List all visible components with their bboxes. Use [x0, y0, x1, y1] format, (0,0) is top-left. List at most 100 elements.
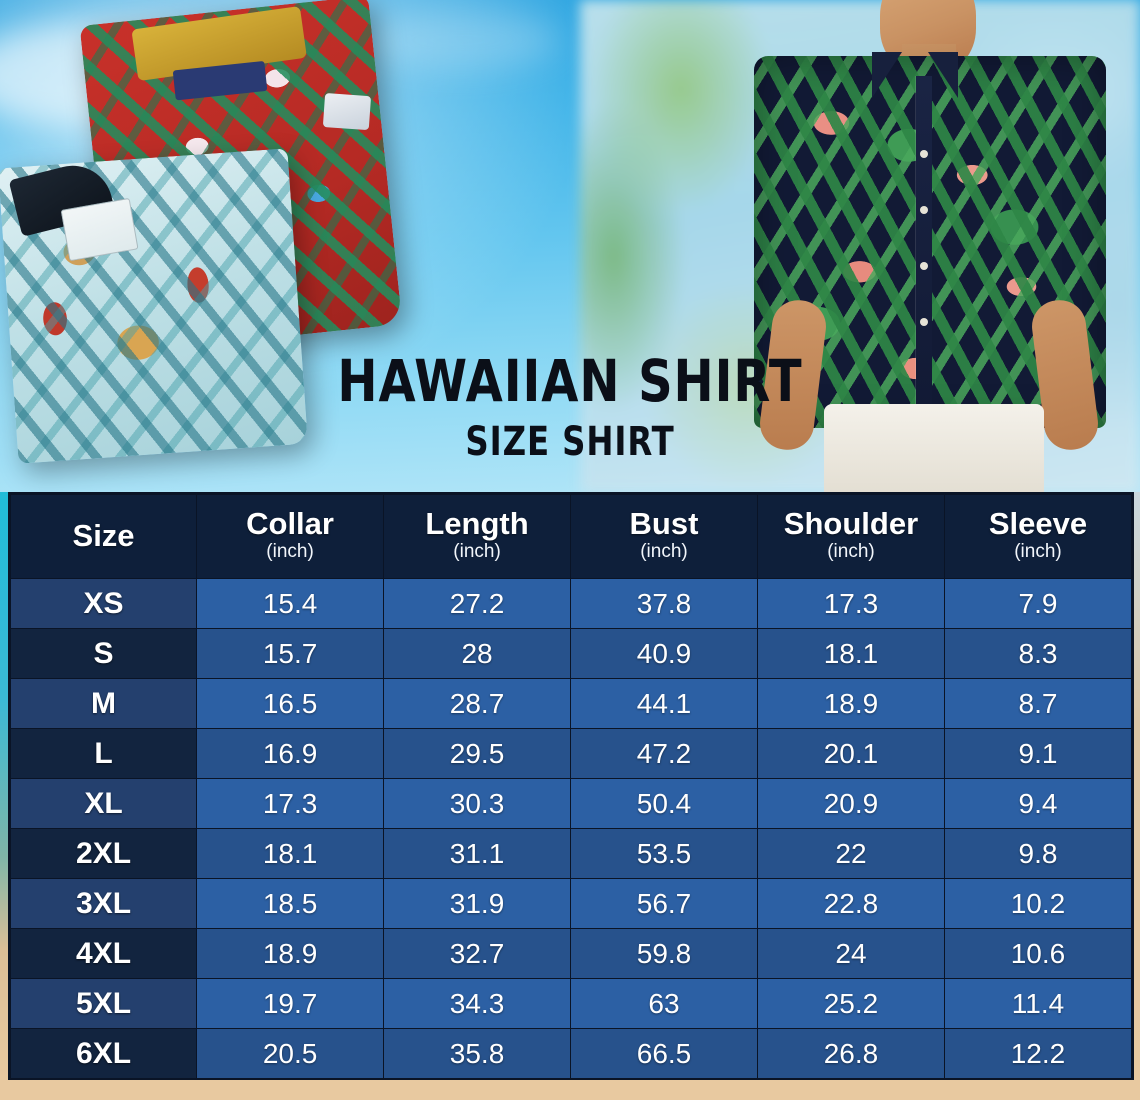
cell-size: 6XL — [9, 1028, 198, 1079]
cell-length: 34.3 — [383, 978, 572, 1029]
cell-sleeve: 7.9 — [943, 578, 1133, 629]
column-header-length-unit: (inch) — [453, 541, 501, 563]
cell-collar: 16.9 — [196, 728, 385, 779]
table-row: 6XL 20.5 35.8 66.5 26.8 12.2 — [9, 1028, 1133, 1079]
cell-bust: 37.8 — [570, 578, 758, 629]
cell-bust: 63 — [570, 978, 758, 1029]
table-body: XS 15.4 27.2 37.8 17.3 7.9 S 15.7 28 40.9 18.1 8.3 M… — [9, 578, 1133, 1079]
cell-size: L — [9, 728, 198, 779]
folded-teal-hawaiian-shirt-image — [0, 148, 308, 464]
cell-size: 4XL — [9, 928, 198, 979]
cell-bust: 66.5 — [570, 1028, 758, 1079]
cell-shoulder: 18.1 — [756, 628, 945, 679]
cell-collar: 18.9 — [196, 928, 385, 979]
column-header-shoulder-label: Shoulder — [783, 505, 919, 541]
column-header-size: Size — [9, 494, 198, 579]
cell-shoulder: 18.9 — [756, 678, 945, 729]
cell-collar: 18.1 — [196, 828, 385, 879]
cell-collar: 19.7 — [196, 978, 385, 1029]
shirt-button — [920, 206, 928, 214]
cell-sleeve: 8.7 — [943, 678, 1133, 729]
column-header-collar-label: Collar — [246, 505, 334, 541]
cell-sleeve: 10.6 — [943, 928, 1133, 979]
shirt-button — [920, 318, 928, 326]
table-row: 3XL 18.5 31.9 56.7 22.8 10.2 — [9, 878, 1133, 929]
shirt-button — [920, 262, 928, 270]
cell-size: S — [9, 628, 198, 679]
cell-length: 30.3 — [383, 778, 572, 829]
cell-bust: 59.8 — [570, 928, 758, 979]
page-title: HAWAIIAN SHIRT — [337, 347, 803, 415]
cell-sleeve: 9.1 — [943, 728, 1133, 779]
cell-collar: 18.5 — [196, 878, 385, 929]
column-header-bust: Bust (inch) — [570, 494, 758, 579]
cell-bust: 53.5 — [570, 828, 758, 879]
table-row: 2XL 18.1 31.1 53.5 22 9.8 — [9, 828, 1133, 879]
shirt-pocket-detail — [60, 197, 139, 262]
cell-shoulder: 24 — [756, 928, 945, 979]
table-row: 5XL 19.7 34.3 63 25.2 11.4 — [9, 978, 1133, 1029]
table-row: 4XL 18.9 32.7 59.8 24 10.6 — [9, 928, 1133, 979]
column-header-size-label: Size — [72, 517, 135, 553]
cell-sleeve: 12.2 — [943, 1028, 1133, 1079]
column-header-shoulder-unit: (inch) — [827, 541, 875, 563]
cell-length: 32.7 — [383, 928, 572, 979]
cell-size: M — [9, 678, 198, 729]
cell-shoulder: 26.8 — [756, 1028, 945, 1079]
column-header-bust-unit: (inch) — [640, 541, 688, 563]
model-white-shorts — [824, 404, 1044, 494]
column-header-bust-label: Bust — [629, 505, 699, 541]
cell-sleeve: 11.4 — [943, 978, 1133, 1029]
cell-length: 29.5 — [383, 728, 572, 779]
cell-length: 28.7 — [383, 678, 572, 729]
cell-length: 35.8 — [383, 1028, 572, 1079]
cell-size: XS — [9, 578, 198, 629]
right-edge-strip — [1134, 492, 1140, 1080]
cell-sleeve: 9.8 — [943, 828, 1133, 879]
shirt-tag-badge — [322, 93, 372, 131]
cell-collar: 20.5 — [196, 1028, 385, 1079]
column-header-sleeve-label: Sleeve — [988, 505, 1088, 541]
cell-sleeve: 8.3 — [943, 628, 1133, 679]
shirt-button — [920, 150, 928, 158]
table-header: Size Collar (inch) Length (inch) Bust (i… — [9, 494, 1133, 579]
cell-sleeve: 10.2 — [943, 878, 1133, 929]
cell-length: 27.2 — [383, 578, 572, 629]
cell-shoulder: 17.3 — [756, 578, 945, 629]
cell-length: 31.9 — [383, 878, 572, 929]
cell-size: 3XL — [9, 878, 198, 929]
table-row: M 16.5 28.7 44.1 18.9 8.7 — [9, 678, 1133, 729]
cell-collar: 15.4 — [196, 578, 385, 629]
column-header-collar-unit: (inch) — [266, 541, 314, 563]
left-edge-strip — [0, 492, 8, 1080]
cell-bust: 50.4 — [570, 778, 758, 829]
cell-length: 28 — [383, 628, 572, 679]
hero-banner: HAWAIIAN SHIRT SIZE SHIRT — [0, 0, 1140, 494]
column-header-length: Length (inch) — [383, 494, 572, 579]
cell-size: 5XL — [9, 978, 198, 1029]
shirt-button-placket — [916, 76, 932, 406]
cell-bust: 47.2 — [570, 728, 758, 779]
column-header-sleeve-unit: (inch) — [1014, 541, 1062, 563]
cell-collar: 17.3 — [196, 778, 385, 829]
size-chart-table-container: Size Collar (inch) Length (inch) Bust (i… — [8, 492, 1134, 1080]
cell-size: 2XL — [9, 828, 198, 879]
table-row: L 16.9 29.5 47.2 20.1 9.1 — [9, 728, 1133, 779]
cloud-decoration — [360, 10, 560, 70]
cell-shoulder: 25.2 — [756, 978, 945, 1029]
cell-shoulder: 20.1 — [756, 728, 945, 779]
model-photo — [732, 0, 1122, 494]
cell-collar: 15.7 — [196, 628, 385, 679]
cell-collar: 16.5 — [196, 678, 385, 729]
cell-shoulder: 22 — [756, 828, 945, 879]
cell-bust: 56.7 — [570, 878, 758, 929]
shirt-collar-left — [872, 52, 902, 98]
cell-shoulder: 20.9 — [756, 778, 945, 829]
shirt-collar-right — [928, 52, 958, 98]
table-row: S 15.7 28 40.9 18.1 8.3 — [9, 628, 1133, 679]
cell-length: 31.1 — [383, 828, 572, 879]
size-chart-table: Size Collar (inch) Length (inch) Bust (i… — [9, 494, 1133, 1079]
column-header-length-label: Length — [425, 505, 529, 541]
table-row: XS 15.4 27.2 37.8 17.3 7.9 — [9, 578, 1133, 629]
